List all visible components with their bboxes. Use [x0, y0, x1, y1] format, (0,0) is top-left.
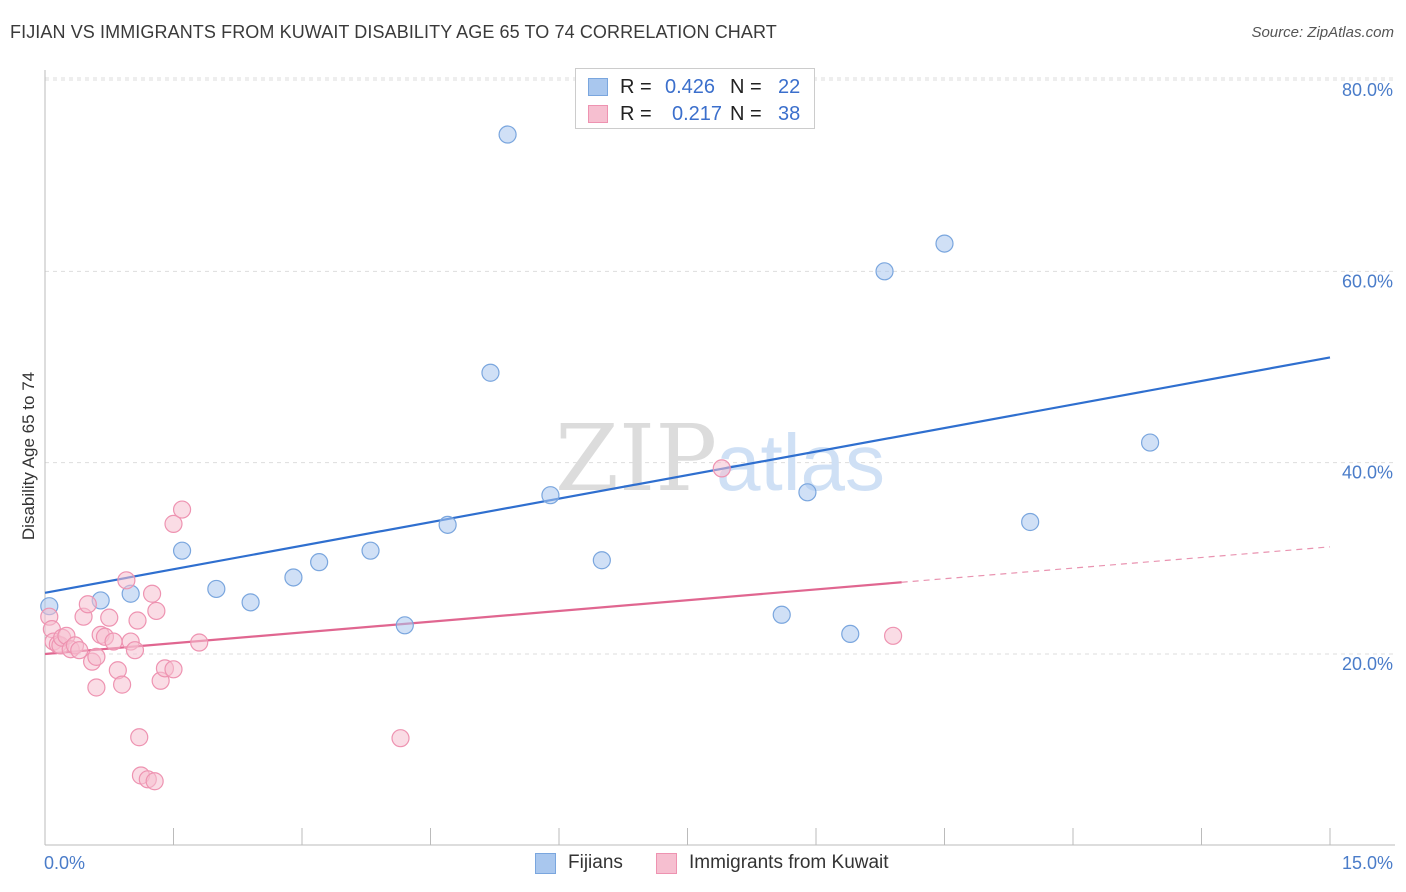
point-pink [117, 571, 136, 590]
trend-line-pink [44, 581, 902, 656]
point-pink [712, 459, 731, 478]
legend-label-fijians: Fijians [568, 852, 623, 873]
y-axis-label: Disability Age 65 to 74 [19, 372, 38, 540]
legend-swatch-pink [656, 853, 677, 874]
point-blue [798, 483, 817, 502]
point-pink [147, 601, 166, 621]
point-blue [592, 551, 611, 570]
r-label: R = [620, 76, 652, 98]
chart-title: FIJIAN VS IMMIGRANTS FROM KUWAIT DISABIL… [10, 22, 777, 42]
point-blue [207, 579, 226, 599]
point-blue [841, 624, 860, 644]
gridlines [45, 77, 1395, 655]
r-value: 0.426 [665, 76, 716, 98]
point-blue [481, 363, 500, 382]
point-pink [112, 675, 132, 694]
point-blue [1021, 512, 1040, 532]
point-pink [883, 626, 903, 645]
trend-extension-pink [901, 546, 1331, 583]
point-blue [1140, 433, 1160, 452]
point-pink [130, 728, 149, 747]
r-label: R = [620, 103, 652, 125]
point-blue [310, 553, 329, 572]
legend-swatch-blue [588, 78, 608, 96]
n-label: N = [730, 76, 762, 98]
point-pink [164, 660, 183, 679]
r-value: 0.217 [672, 103, 723, 125]
x-tick-label: 0.0% [44, 853, 85, 873]
point-pink [190, 633, 209, 652]
n-value: 38 [778, 103, 801, 125]
point-pink [87, 647, 106, 666]
point-blue [935, 234, 954, 253]
trend-lines [44, 356, 1331, 656]
point-blue [172, 541, 192, 560]
n-label: N = [730, 103, 762, 125]
y-tick-label: 80.0% [1342, 80, 1393, 100]
legend-swatch-pink [588, 105, 608, 123]
point-pink [78, 595, 97, 614]
point-blue [361, 541, 380, 560]
correlation-legend: R = 0.426 N = 22 R = 0.217 N = 38 [575, 68, 815, 129]
point-pink [128, 611, 147, 630]
legend-label-kuwait: Immigrants from Kuwait [689, 852, 889, 873]
source-credit: Source: ZipAtlas.com [1251, 24, 1394, 41]
y-tick-label: 20.0% [1342, 654, 1393, 674]
point-pink [145, 772, 164, 791]
point-pink [391, 729, 410, 748]
x-tick-label: 15.0% [1342, 853, 1393, 873]
trend-line-blue [44, 356, 1331, 594]
point-pink [87, 678, 106, 697]
point-blue [438, 515, 457, 534]
point-blue [772, 605, 791, 624]
point-blue [541, 486, 560, 505]
point-pink [172, 500, 192, 519]
point-pink [125, 641, 145, 660]
point-blue [498, 125, 517, 144]
point-blue [395, 616, 414, 635]
point-pink [100, 608, 119, 627]
point-pink [104, 632, 123, 651]
point-pink [70, 641, 89, 660]
x-tick-labels: 0.0% 15.0% [44, 853, 1393, 873]
legend-swatch-blue [535, 853, 556, 874]
n-value: 22 [778, 76, 801, 98]
y-tick-label: 40.0% [1342, 463, 1393, 483]
point-pink [142, 584, 162, 603]
y-tick-labels: 20.0% 40.0% 60.0% 80.0% [1342, 80, 1393, 674]
point-pink [164, 514, 183, 533]
point-blue [241, 593, 260, 612]
data-points [40, 125, 1160, 791]
axes [44, 70, 1395, 846]
point-blue [875, 262, 894, 281]
y-tick-label: 60.0% [1342, 271, 1393, 291]
point-blue [284, 568, 303, 587]
watermark: ZIP atlas [555, 405, 885, 512]
